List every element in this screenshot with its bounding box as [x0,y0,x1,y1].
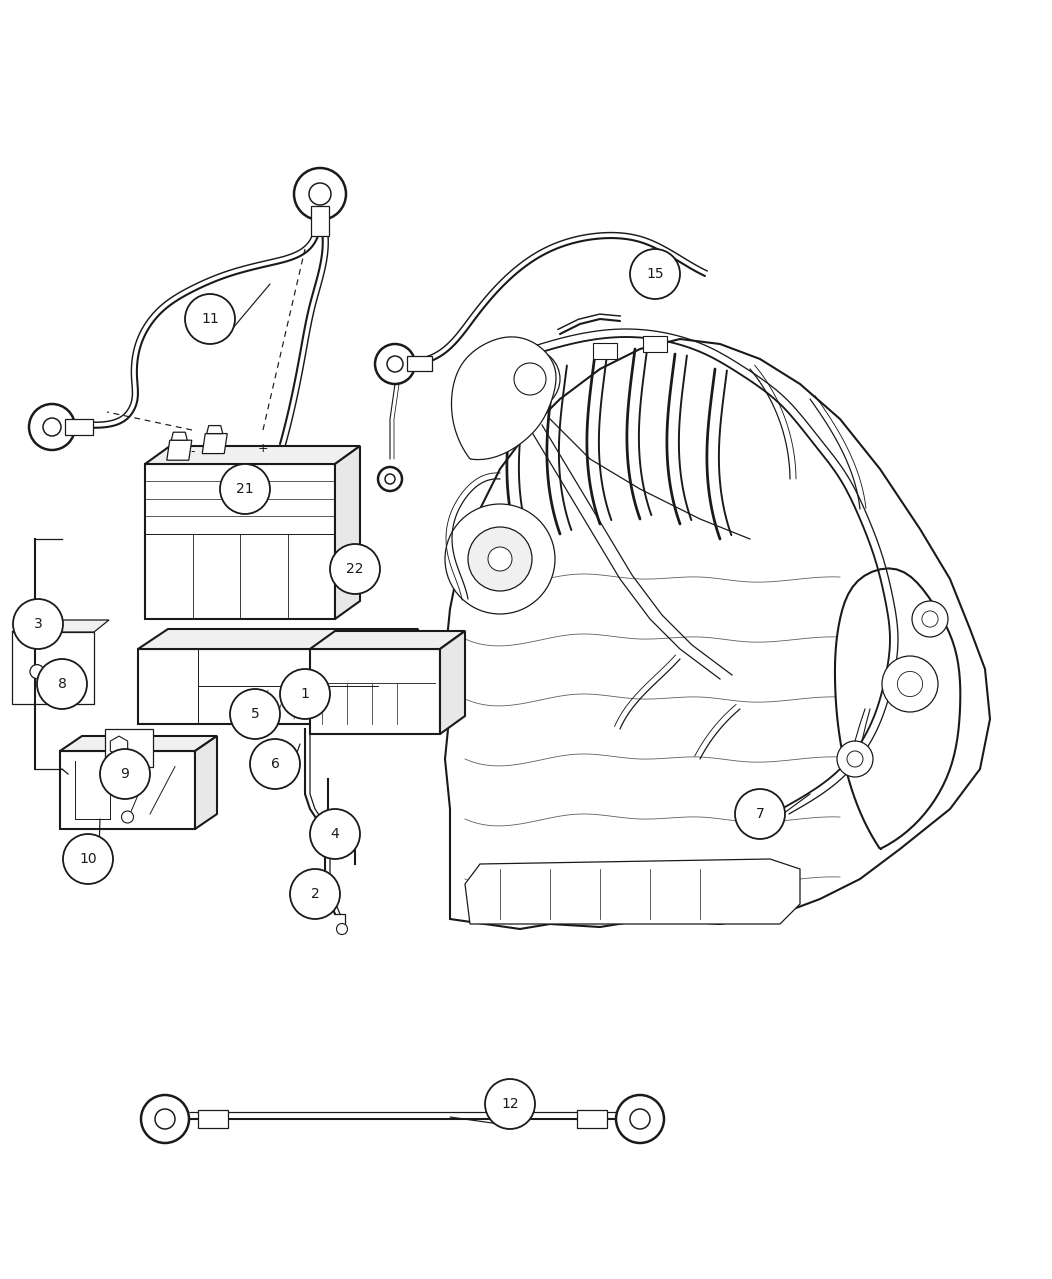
Text: +: + [257,441,268,455]
Polygon shape [195,735,217,829]
Text: 9: 9 [121,767,129,781]
Text: 8: 8 [58,677,66,691]
Polygon shape [105,729,153,767]
Polygon shape [198,1110,228,1128]
Circle shape [121,811,134,822]
Circle shape [735,789,785,839]
Polygon shape [406,357,431,371]
Circle shape [630,249,680,299]
Polygon shape [310,631,465,648]
Circle shape [43,418,61,436]
Text: 22: 22 [346,561,364,576]
Circle shape [330,544,380,593]
Circle shape [185,294,235,344]
Circle shape [337,923,347,935]
Polygon shape [465,859,800,923]
Circle shape [378,467,402,491]
Circle shape [912,601,948,637]
Circle shape [514,363,546,395]
FancyBboxPatch shape [593,343,618,359]
Text: 12: 12 [501,1097,519,1111]
Polygon shape [65,420,93,435]
Text: 1: 1 [301,687,309,701]
Circle shape [882,656,938,712]
Polygon shape [167,440,191,460]
Circle shape [31,665,44,679]
FancyBboxPatch shape [643,336,667,352]
Polygon shape [576,1110,607,1128]
Text: 4: 4 [330,828,340,842]
Polygon shape [445,339,990,929]
Circle shape [230,689,280,739]
Circle shape [837,741,873,778]
Circle shape [290,868,340,920]
Polygon shape [138,648,388,724]
Polygon shape [12,620,109,632]
Text: 11: 11 [201,312,219,326]
Polygon shape [207,426,223,434]
Circle shape [485,1079,535,1129]
Circle shape [37,659,87,709]
Polygon shape [335,446,360,619]
Text: 3: 3 [34,616,42,631]
Circle shape [488,547,512,570]
Circle shape [387,356,403,372]
Text: 6: 6 [270,757,280,771]
Polygon shape [440,631,465,734]
Polygon shape [145,464,335,619]
Polygon shape [310,648,440,734]
Polygon shape [110,737,127,756]
Circle shape [310,810,360,859]
Circle shape [309,183,331,205]
Circle shape [500,349,560,409]
Circle shape [155,1109,175,1129]
Polygon shape [835,568,960,849]
Circle shape [280,669,330,719]
Polygon shape [451,336,557,459]
Polygon shape [202,434,227,454]
Polygon shape [171,432,187,440]
Circle shape [375,344,414,384]
Circle shape [468,527,532,591]
Text: 21: 21 [237,482,254,496]
Circle shape [385,475,394,483]
Circle shape [445,504,555,614]
Circle shape [847,751,863,767]
Polygon shape [12,632,94,703]
Text: 7: 7 [755,807,765,821]
Polygon shape [388,629,418,724]
Circle shape [630,1109,650,1129]
Circle shape [63,834,113,884]
Polygon shape [311,206,329,237]
Text: 15: 15 [646,267,664,281]
Circle shape [616,1095,664,1143]
Text: 2: 2 [310,888,320,900]
Polygon shape [60,735,217,751]
Polygon shape [60,751,195,829]
Circle shape [250,739,300,789]
Circle shape [294,168,346,220]
Circle shape [897,671,923,697]
Text: 5: 5 [250,707,260,721]
Polygon shape [145,446,360,464]
Text: 10: 10 [79,852,97,866]
Circle shape [29,404,75,450]
Circle shape [922,611,938,627]
Text: -: - [190,445,195,458]
Circle shape [100,749,150,799]
Polygon shape [138,629,418,648]
Circle shape [141,1095,189,1143]
Circle shape [13,599,63,648]
Circle shape [220,464,270,514]
